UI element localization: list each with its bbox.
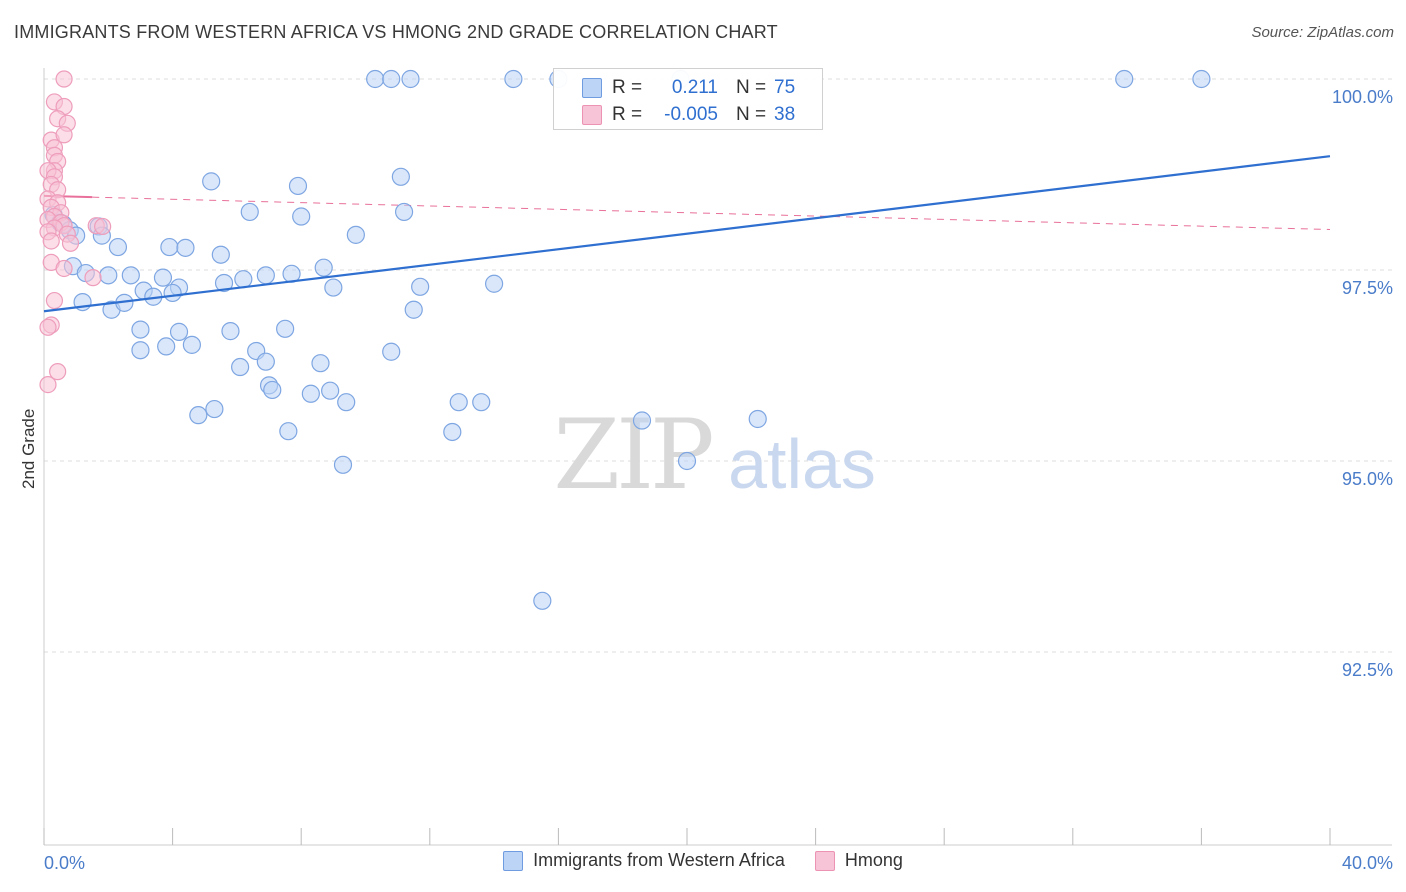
scatter-chart: ZIP atlas 92.5%95.0%97.5%100.0%0.0% 40.0%	[0, 0, 1406, 892]
western-africa-point	[154, 269, 171, 286]
western-africa-point	[334, 456, 351, 473]
y-tick-label: 95.0%	[1342, 469, 1393, 489]
western-africa-point	[132, 342, 149, 359]
western-africa-point	[347, 226, 364, 243]
western-africa-point	[325, 279, 342, 296]
western-africa-point	[206, 401, 223, 418]
hmong-point	[85, 270, 101, 286]
hmong-point	[40, 377, 56, 393]
western-africa-point	[383, 343, 400, 360]
western-africa-point	[212, 246, 229, 263]
western-africa-point	[109, 239, 126, 256]
western-africa-point	[486, 275, 503, 292]
western-africa-point	[122, 267, 139, 284]
western-africa-trend-line	[44, 156, 1330, 311]
western-africa-point	[505, 71, 522, 88]
western-africa-point	[280, 423, 297, 440]
stats-swatch-pink	[582, 105, 602, 125]
western-africa-point	[633, 412, 650, 429]
western-africa-point	[293, 208, 310, 225]
western-africa-point	[257, 267, 274, 284]
hmong-point	[56, 260, 72, 276]
legend-swatch-pink	[815, 851, 835, 871]
hmong-point	[63, 235, 79, 251]
y-tick-label: 97.5%	[1342, 278, 1393, 298]
western-africa-point	[338, 394, 355, 411]
stats-row-western-africa: R = 0.211 N = 75	[554, 75, 822, 101]
western-africa-point	[315, 259, 332, 276]
western-africa-point	[257, 353, 274, 370]
western-africa-point	[158, 338, 175, 355]
western-africa-point	[235, 271, 252, 288]
stats-r-label: R =	[612, 77, 642, 99]
western-africa-point	[392, 168, 409, 185]
watermark: ZIP atlas	[553, 399, 876, 511]
stats-r-value-pink: -0.005	[648, 104, 718, 126]
axes-layer	[44, 68, 1392, 845]
western-africa-point	[302, 385, 319, 402]
western-africa-point	[164, 284, 181, 301]
stats-n-value-blue: 75	[774, 77, 795, 99]
western-africa-point	[405, 301, 422, 318]
stats-n-label: N =	[736, 104, 766, 126]
western-africa-point	[412, 278, 429, 295]
legend-item-hmong[interactable]: Hmong	[815, 850, 903, 871]
western-africa-trend-layer	[44, 156, 1330, 311]
western-africa-point	[534, 592, 551, 609]
western-africa-point	[396, 203, 413, 220]
western-africa-point	[312, 355, 329, 372]
hmong-points	[40, 71, 111, 393]
western-africa-point	[190, 407, 207, 424]
western-africa-point	[100, 267, 117, 284]
western-africa-point	[161, 239, 178, 256]
western-africa-point	[444, 423, 461, 440]
western-africa-point	[232, 359, 249, 376]
hmong-point	[95, 218, 111, 234]
stats-r-label: R =	[612, 104, 642, 126]
y-tick-label: 100.0%	[1332, 87, 1393, 107]
western-africa-point	[289, 177, 306, 194]
stats-r-value-blue: 0.211	[648, 77, 718, 99]
western-africa-point	[383, 71, 400, 88]
hmong-trend-line-dashed	[92, 197, 1330, 229]
legend-label-hmong: Hmong	[845, 850, 903, 871]
stats-row-hmong: R = -0.005 N = 38	[554, 102, 822, 128]
legend-swatch-blue	[503, 851, 523, 871]
hmong-point	[43, 233, 59, 249]
western-africa-point	[322, 382, 339, 399]
legend-label-western-africa: Immigrants from Western Africa	[533, 850, 785, 871]
western-africa-point	[132, 321, 149, 338]
legend-item-western-africa[interactable]: Immigrants from Western Africa	[503, 850, 785, 871]
western-africa-point	[749, 410, 766, 427]
stats-swatch-blue	[582, 78, 602, 98]
western-africa-point	[203, 173, 220, 190]
western-africa-point	[183, 336, 200, 353]
watermark-atlas: atlas	[728, 425, 876, 503]
legend: Immigrants from Western Africa Hmong	[0, 850, 1406, 871]
western-africa-point	[367, 71, 384, 88]
western-africa-point	[402, 71, 419, 88]
western-africa-point	[1116, 71, 1133, 88]
western-africa-point	[171, 323, 188, 340]
western-africa-point	[679, 453, 696, 470]
western-africa-point	[1193, 71, 1210, 88]
western-africa-points	[45, 71, 1210, 610]
stats-n-label: N =	[736, 77, 766, 99]
western-africa-point	[277, 320, 294, 337]
western-africa-point	[222, 323, 239, 340]
hmong-point	[40, 319, 56, 335]
western-africa-point	[241, 203, 258, 220]
hmong-trend-layer	[44, 196, 1330, 230]
hmong-point	[46, 293, 62, 309]
stats-n-value-pink: 38	[774, 104, 795, 126]
hmong-point	[56, 71, 72, 87]
western-africa-point	[264, 381, 281, 398]
western-africa-point	[473, 394, 490, 411]
y-axis-label: 2nd Grade	[19, 439, 39, 489]
western-africa-point	[177, 239, 194, 256]
western-africa-point	[450, 394, 467, 411]
stats-box: R = 0.211 N = 75 R = -0.005 N = 38	[553, 68, 823, 130]
y-tick-label: 92.5%	[1342, 660, 1393, 680]
